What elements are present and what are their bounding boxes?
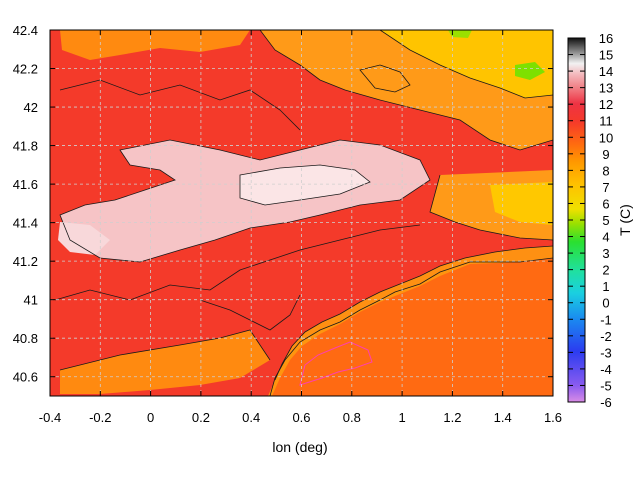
colorbar-tick-label: 10	[599, 130, 613, 145]
x-tick-label: 1.6	[544, 410, 562, 425]
contour-line	[259, 30, 553, 151]
colorbar-tick-label: 0	[602, 296, 609, 311]
colorbar-tick-label: 1	[602, 279, 609, 294]
contour-line	[239, 164, 371, 206]
contour-line	[274, 245, 553, 381]
y-tick-label: 40.6	[13, 370, 38, 385]
contour-line	[54, 224, 421, 301]
x-tick-label: 1	[398, 410, 405, 425]
colorbar-tick-label: -4	[600, 362, 612, 377]
colorbar-tick-label: 13	[599, 81, 613, 96]
x-tick-label: -0.2	[89, 410, 111, 425]
colorbar-tick-label: -6	[600, 395, 612, 410]
heatmap-north-yellow-highlands	[380, 30, 553, 98]
x-tick-label: 1.4	[494, 410, 512, 425]
x-tick-label: 0.8	[343, 410, 361, 425]
x-axis-label: lon (deg)	[272, 439, 327, 455]
contour-line	[429, 174, 553, 241]
y-tick-label: 41.8	[13, 139, 38, 154]
heatmap-east-yellow-band	[490, 182, 553, 225]
contour-line	[199, 294, 301, 331]
y-tick-label: 42	[24, 100, 38, 115]
colorbar-tick-label: 11	[599, 114, 613, 129]
y-tick-label: 41.4	[13, 216, 38, 231]
colorbar-label: T (C)	[617, 204, 633, 236]
colorbar-tick-label: 9	[602, 147, 609, 162]
heatmap-west-pale-spot	[58, 222, 110, 255]
y-tick-label: 41.6	[13, 177, 38, 192]
colorbar-tick-label: -2	[600, 329, 612, 344]
y-tick-label: 41	[24, 293, 38, 308]
colorbar-tick-label: 15	[599, 48, 613, 63]
colorbar-tick-label: 8	[602, 163, 609, 178]
heatmap-green-peak-ne	[515, 62, 545, 80]
y-tick-label: 41.2	[13, 254, 38, 269]
y-tick-label: 42.2	[13, 62, 38, 77]
colorbar-tick-label: 16	[599, 31, 613, 46]
contour-lines	[54, 30, 553, 396]
heatmap-hot-center	[240, 165, 370, 205]
heatmap-south-orange-streaks	[60, 330, 270, 394]
contour-line	[359, 64, 411, 93]
heatmap-north-left-orange	[60, 30, 250, 60]
x-tick-label: -0.4	[39, 410, 61, 425]
x-tick-label: 0.6	[292, 410, 310, 425]
x-tick-label: 1.2	[443, 410, 461, 425]
colorbar-tick-label: 3	[602, 246, 609, 261]
colorbar-tick-label: 4	[602, 230, 609, 245]
contour-coastal-magenta	[299, 341, 373, 386]
y-tick-label: 40.8	[13, 331, 38, 346]
contour-line	[59, 139, 431, 263]
colorbar-tick-label: 12	[599, 97, 613, 112]
colorbar-tick-label: -3	[600, 345, 612, 360]
heatmap-sea-region	[270, 258, 553, 396]
contour-line	[379, 30, 553, 99]
colorbar-tick-label: 5	[602, 213, 609, 228]
x-tick-label: 0	[147, 410, 154, 425]
colorbar-tick-label: -1	[600, 312, 612, 327]
colorbar-tick-label: 14	[599, 64, 613, 79]
heatmap-green-peak-n	[448, 30, 472, 38]
colorbar-tick-label: -5	[600, 378, 612, 393]
y-tick-label: 42.4	[13, 23, 38, 38]
colorbar-tick-label: 2	[602, 263, 609, 278]
grid-lines	[50, 30, 553, 396]
colorbar-tick-label: 7	[602, 180, 609, 195]
y-axis-ticks: 40.6 40.8 41 41.2 41.4 41.6 41.8 42 42.2 42.4	[13, 23, 553, 385]
x-tick-label: 0.4	[242, 410, 260, 425]
x-tick-label: 0.2	[192, 410, 210, 425]
contour-line	[269, 257, 553, 396]
colorbar-tick-label: 6	[602, 196, 609, 211]
x-axis-ticks: -0.4 -0.2 0 0.2 0.4 0.6 0.8 1 1.2 1.4 1.6	[39, 30, 562, 425]
contour-line	[59, 329, 271, 371]
